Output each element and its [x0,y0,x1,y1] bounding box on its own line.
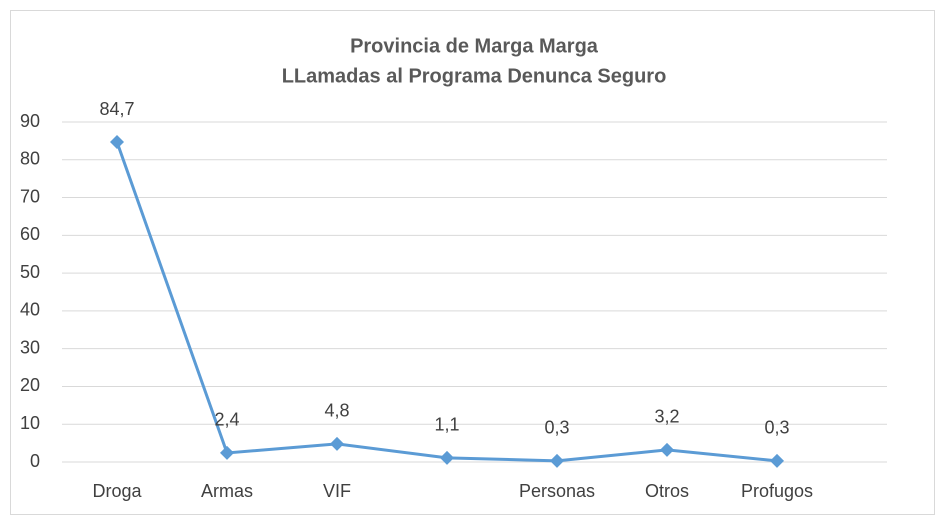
y-tick-label: 50 [20,262,40,282]
data-point [550,453,564,468]
data-point [220,445,234,460]
y-tick-label: 20 [20,375,40,395]
y-tick-label: 40 [20,300,40,320]
x-tick-label: Personas [519,481,595,501]
chart-subtitle: LLamadas al Programa Denunca Seguro [282,65,667,87]
chart-frame [10,10,935,515]
data-point [440,450,454,465]
data-label: 0,3 [544,418,569,438]
data-label: 0,3 [764,418,789,438]
y-tick-label: 0 [30,451,40,471]
data-point [330,436,344,451]
x-tick-label: Armas [201,481,253,501]
data-label: 2,4 [214,410,239,430]
chart-title: Provincia de Marga Marga [350,35,599,57]
data-label: 4,8 [324,401,349,421]
x-tick-label: Profugos [741,481,813,501]
x-tick-label: Droga [92,481,142,501]
data-label: 84,7 [99,99,134,119]
data-point [660,442,674,457]
data-point [110,135,124,150]
y-tick-label: 80 [20,149,40,169]
y-tick-label: 30 [20,337,40,357]
x-tick-label: VIF [323,481,351,501]
data-point [770,453,784,468]
data-label: 3,2 [654,407,679,427]
data-label: 1,1 [434,415,459,435]
y-tick-label: 60 [20,224,40,244]
y-tick-label: 70 [20,186,40,206]
x-tick-label: Otros [645,481,689,501]
y-tick-label: 90 [20,111,40,131]
y-tick-label: 10 [20,413,40,433]
